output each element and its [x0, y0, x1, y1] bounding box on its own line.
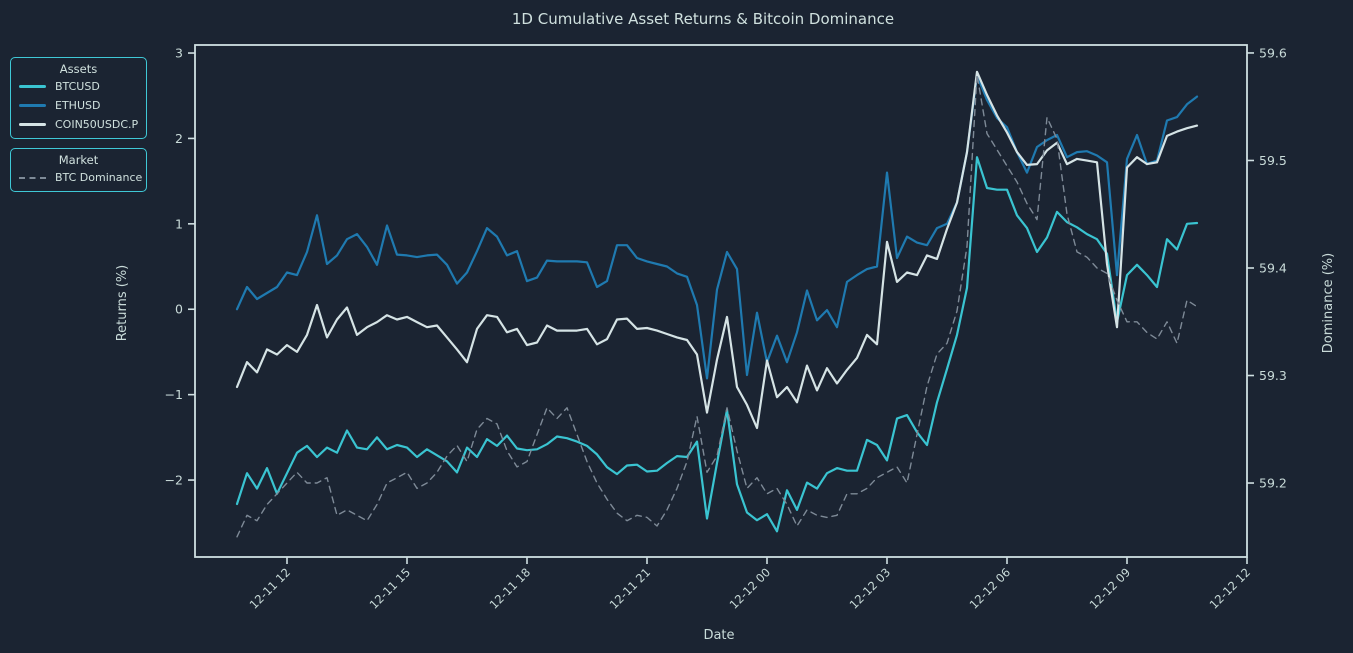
right-tick-label: 59.4	[1259, 260, 1287, 275]
legend-market-title: Market	[58, 153, 99, 167]
btcusd-line-swatch	[19, 85, 46, 88]
left-tick-label: 0	[175, 302, 183, 317]
x-tick-label: 12-12 09	[1087, 565, 1133, 611]
series-group	[235, 70, 1199, 538]
legend-item-coin50: COIN50USDC.P	[17, 115, 140, 134]
legend-label-btcusd: BTCUSD	[55, 80, 100, 93]
series-line-btc-dominance	[236, 73, 1198, 538]
right-tick-label: 59.2	[1259, 476, 1287, 491]
legend-item-btc-dominance: BTC Dominance	[17, 168, 143, 187]
x-tick-label: 12-11 12	[247, 565, 293, 611]
left-tick-label: −2	[165, 473, 183, 488]
left-tick-label: 2	[175, 131, 183, 146]
x-tick-label: 12-12 06	[967, 565, 1013, 611]
right-tick-label: 59.5	[1259, 153, 1287, 168]
x-axis	[286, 557, 1248, 564]
x-tick-label: 12-12 03	[847, 565, 893, 611]
coin50-line-swatch	[19, 123, 46, 126]
x-tick-label: 12-12 12	[1207, 565, 1253, 611]
right-tick-label: 59.6	[1259, 45, 1287, 60]
left-tick-label: −1	[165, 387, 183, 402]
x-tick-label: 12-11 21	[607, 565, 653, 611]
left-tick-label: 3	[175, 46, 183, 61]
right-axis-label: Dominance (%)	[1321, 253, 1336, 353]
x-tick-label: 12-11 18	[487, 565, 533, 611]
left-axis-label: Returns (%)	[115, 265, 130, 342]
series-line-coin50usdc-p	[235, 70, 1199, 430]
left-tick-label: 1	[175, 216, 183, 231]
btc-dominance-line-swatch	[19, 176, 46, 179]
legend-assets-title: Assets	[59, 62, 98, 76]
legend-label-coin50: COIN50USDC.P	[55, 118, 139, 131]
series-line-btcusd	[235, 156, 1199, 533]
right-tick-label: 59.3	[1259, 368, 1287, 383]
legend-item-ethusd: ETHUSD	[17, 96, 140, 115]
legend-market: Market BTC Dominance	[10, 148, 147, 192]
legend-label-btc-dominance: BTC Dominance	[55, 171, 143, 184]
series-line-ethusd	[235, 74, 1199, 380]
legend-assets: Assets BTCUSD ETHUSD COIN50USDC.P	[10, 57, 147, 139]
right-axis	[1247, 52, 1254, 484]
legend-item-btcusd: BTCUSD	[17, 77, 140, 96]
x-tick-label: 12-12 00	[727, 565, 773, 611]
x-tick-label: 12-11 15	[367, 565, 413, 611]
left-axis	[188, 52, 195, 481]
ethusd-line-swatch	[19, 104, 46, 107]
plot-frame	[194, 44, 1248, 558]
chart-title: 1D Cumulative Asset Returns & Bitcoin Do…	[512, 10, 894, 28]
x-axis-label: Date	[703, 628, 734, 643]
legend-label-ethusd: ETHUSD	[55, 99, 101, 112]
